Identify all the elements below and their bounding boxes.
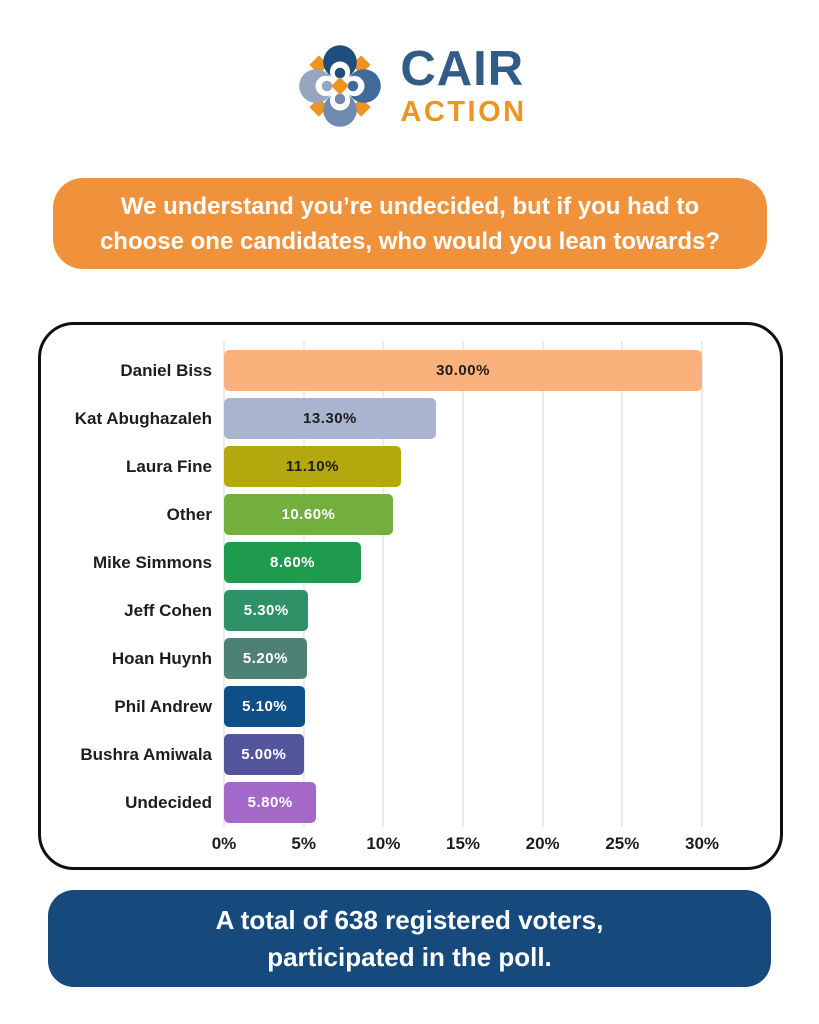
- gridline: [621, 341, 624, 827]
- bar: 5.30%: [224, 590, 309, 631]
- bar: 30.00%: [224, 350, 702, 391]
- footer-line: participated in the poll.: [267, 941, 552, 972]
- chart-axis: 0% 5% 10% 15% 20% 25% 30%: [212, 834, 719, 858]
- category-label: Bushra Amiwala: [80, 744, 212, 764]
- category-label: Hoan Huynh: [111, 648, 212, 668]
- question-line: We understand you’re undecided, but if y…: [120, 192, 700, 220]
- question-line: choose one candidates, who would you lea…: [99, 227, 721, 255]
- category-label: Jeff Cohen: [124, 600, 212, 620]
- bar-track: 11.10%: [224, 446, 702, 487]
- bar-value-label: 8.60%: [269, 554, 316, 571]
- footer-banner-text: A total of 638 registered voters, partici…: [216, 902, 604, 976]
- category-label: Kat Abughazaleh: [74, 408, 212, 428]
- bar-track: 13.30%: [224, 398, 702, 439]
- brand-name: CAIR: [400, 42, 525, 96]
- chart-row: Laura Fine 11.10%: [41, 446, 780, 487]
- category-label: Mike Simmons: [92, 552, 212, 572]
- bar: 5.10%: [224, 686, 306, 727]
- gridline: [302, 341, 305, 827]
- gridline: [223, 341, 225, 827]
- chart-row: Mike Simmons 8.60%: [41, 542, 780, 583]
- bar-value-label: 5.80%: [247, 794, 293, 811]
- bar: 8.60%: [224, 542, 362, 583]
- question-banner: We understand you’re undecided, but if y…: [53, 178, 767, 269]
- chart-gridlines: [223, 341, 703, 827]
- logo-wordmark: CAIR ACTION: [400, 45, 526, 127]
- bar-track: 10.60%: [224, 494, 702, 535]
- bar-track: 5.00%: [224, 734, 702, 775]
- gridline: [462, 341, 464, 827]
- bar: 5.00%: [224, 734, 304, 775]
- bar-track: 5.20%: [224, 638, 702, 679]
- header: CAIR ACTION: [0, 38, 819, 134]
- chart-card: Daniel Biss 30.00% Kat Abughazaleh 13.30% La…: [38, 322, 783, 870]
- chart-row: Daniel Biss 30.00%: [41, 350, 780, 391]
- axis-tick-label: 30%: [684, 834, 720, 853]
- gridline: [541, 341, 544, 827]
- axis-tick-label: 10%: [366, 834, 401, 853]
- bar: 11.10%: [224, 446, 401, 487]
- chart-rows: Daniel Biss 30.00% Kat Abughazaleh 13.30% La…: [41, 350, 780, 830]
- bar-track: 5.10%: [224, 686, 702, 727]
- bar-value-label: 5.10%: [242, 698, 288, 715]
- bar-track: 5.80%: [224, 782, 702, 823]
- category-label: Phil Andrew: [114, 696, 212, 716]
- bar-value-label: 11.10%: [285, 458, 339, 475]
- bar: 13.30%: [224, 398, 436, 439]
- bar: 5.20%: [224, 638, 307, 679]
- footer-banner: A total of 638 registered voters, partici…: [48, 890, 771, 987]
- bar: 5.80%: [224, 782, 317, 823]
- gridline: [701, 341, 703, 827]
- question-banner-text: We understand you’re undecided, but if y…: [100, 189, 720, 259]
- chart-row: Kat Abughazaleh 13.30%: [41, 398, 780, 439]
- cair-flower-logo-icon: [299, 45, 382, 127]
- bar-value-label: 5.00%: [241, 746, 287, 763]
- bar-value-label: 10.60%: [281, 506, 336, 523]
- gridline: [382, 341, 385, 827]
- bar-track: 30.00%: [224, 350, 702, 391]
- category-label: Undecided: [125, 792, 212, 812]
- footer-line: A total of 638 registered voters,: [215, 904, 604, 935]
- axis-tick-label: 0%: [211, 834, 237, 853]
- axis-tick-label: 20%: [525, 834, 560, 853]
- chart-row: Jeff Cohen 5.30%: [41, 590, 780, 631]
- chart-row: Hoan Huynh 5.20%: [41, 638, 780, 679]
- bar-track: 8.60%: [224, 542, 702, 583]
- chart-row: Phil Andrew 5.10%: [41, 686, 780, 727]
- axis-tick-label: 5%: [291, 834, 316, 853]
- axis-tick-label: 25%: [605, 834, 640, 853]
- chart-row: Other 10.60%: [41, 494, 780, 535]
- brand-subname: ACTION: [400, 96, 527, 128]
- bar-value-label: 5.30%: [243, 602, 289, 619]
- bar: 10.60%: [224, 494, 393, 535]
- category-label: Daniel Biss: [120, 360, 212, 380]
- axis-tick-label: 15%: [445, 834, 481, 853]
- category-label: Laura Fine: [126, 456, 212, 476]
- chart-row: Bushra Amiwala 5.00%: [41, 734, 780, 775]
- chart-row: Undecided 5.80%: [41, 782, 780, 823]
- category-label: Other: [166, 504, 212, 524]
- bar-value-label: 30.00%: [436, 362, 490, 379]
- bar-track: 5.30%: [224, 590, 702, 631]
- bar-value-label: 13.30%: [303, 410, 357, 427]
- bar-value-label: 5.20%: [242, 650, 288, 667]
